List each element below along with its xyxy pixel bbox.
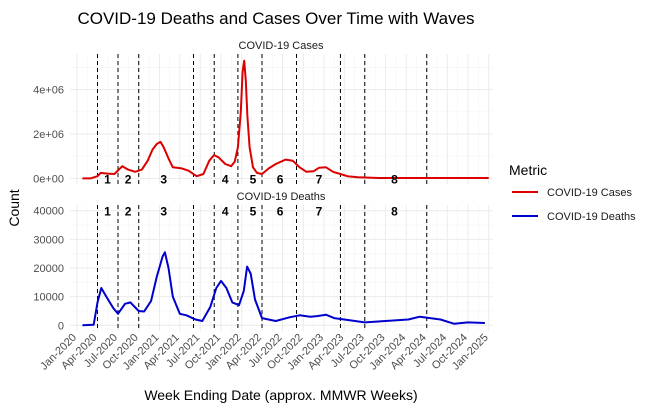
x-axis: Jan-2020Apr-2020Jul-2020Oct-2020Jan-2021…	[38, 332, 491, 373]
cases-wave-label: 5	[250, 172, 257, 186]
cases-y-tick-label: 2e+06	[33, 129, 64, 141]
deaths-wave-label: 1	[104, 205, 111, 219]
deaths-wave-label: 4	[222, 205, 229, 219]
deaths-y-tick-label: 0	[58, 320, 64, 332]
deaths-panel-title: COVID-19 Deaths	[237, 191, 326, 203]
deaths-y-tick-label: 30000	[33, 234, 64, 246]
deaths-wave-label: 8	[391, 205, 398, 219]
deaths-wave-label: 5	[250, 205, 257, 219]
deaths-y-tick-label: 10000	[33, 292, 64, 304]
deaths-panel-strip	[70, 187, 493, 205]
deaths-y-tick-label: 20000	[33, 263, 64, 275]
chart-title: COVID-19 Deaths and Cases Over Time with…	[77, 9, 474, 28]
legend: Metric COVID-19 Cases COVID-19 Deaths	[509, 162, 636, 223]
deaths-series-line	[82, 251, 485, 327]
cases-panel: 0e+00 2e+06 4e+06 1 2 3 4 5 6 7 8	[33, 54, 493, 186]
deaths-panel: 0 10000 20000 30000 40000 1 2 3 4 5 6 7 8	[33, 205, 493, 332]
x-axis-title: Week Ending Date (approx. MMWR Weeks)	[144, 387, 417, 403]
deaths-wave-label: 2	[125, 205, 132, 219]
deaths-wave-label: 3	[160, 205, 167, 219]
y-axis-title: Count	[6, 189, 22, 226]
legend-label-cases: COVID-19 Cases	[547, 187, 632, 199]
deaths-wave-label: 6	[277, 205, 284, 219]
cases-wave-label: 3	[160, 172, 167, 186]
cases-y-tick-label: 0e+00	[33, 173, 64, 185]
cases-wave-label: 7	[316, 172, 323, 186]
cases-panel-strip	[70, 36, 493, 54]
cases-wave-label: 1	[104, 172, 111, 186]
cases-wave-label: 6	[277, 172, 284, 186]
cases-series-line	[82, 59, 489, 180]
legend-title: Metric	[509, 162, 547, 178]
cases-wave-label: 4	[222, 172, 229, 186]
legend-label-deaths: COVID-19 Deaths	[547, 211, 636, 223]
cases-wave-label: 8	[391, 172, 398, 186]
cases-wave-label: 2	[125, 172, 132, 186]
cases-y-tick-label: 4e+06	[33, 85, 64, 97]
deaths-wave-label: 7	[316, 205, 323, 219]
deaths-y-tick-label: 40000	[33, 206, 64, 218]
cases-panel-title: COVID-19 Cases	[239, 40, 324, 52]
